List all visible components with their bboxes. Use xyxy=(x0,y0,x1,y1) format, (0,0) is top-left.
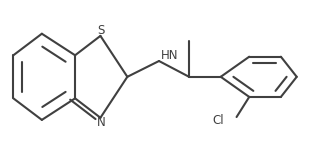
Text: HN: HN xyxy=(161,49,179,62)
Text: Cl: Cl xyxy=(213,114,224,127)
Text: N: N xyxy=(97,116,106,129)
Text: S: S xyxy=(98,24,105,37)
